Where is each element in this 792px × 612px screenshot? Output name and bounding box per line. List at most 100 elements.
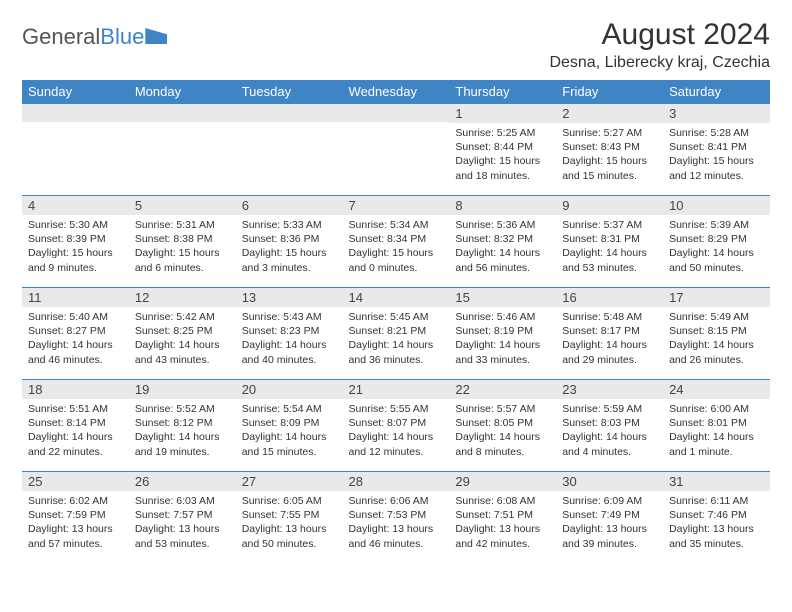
day-data: Sunrise: 5:37 AMSunset: 8:31 PMDaylight:… xyxy=(556,215,663,279)
sunset-line: Sunset: 8:38 PM xyxy=(135,232,230,246)
calendar-day-cell: 31Sunrise: 6:11 AMSunset: 7:46 PMDayligh… xyxy=(663,472,770,564)
daylight-line: Daylight: 15 hours and 12 minutes. xyxy=(669,154,764,182)
sunrise-line: Sunrise: 5:25 AM xyxy=(455,126,550,140)
daylight-line: Daylight: 13 hours and 39 minutes. xyxy=(562,522,657,550)
day-number: 27 xyxy=(236,472,343,491)
sunrise-line: Sunrise: 6:09 AM xyxy=(562,494,657,508)
calendar-day-cell: 21Sunrise: 5:55 AMSunset: 8:07 PMDayligh… xyxy=(343,380,450,472)
sunrise-line: Sunrise: 5:36 AM xyxy=(455,218,550,232)
daylight-line: Daylight: 14 hours and 8 minutes. xyxy=(455,430,550,458)
calendar-day-cell: 17Sunrise: 5:49 AMSunset: 8:15 PMDayligh… xyxy=(663,288,770,380)
sunset-line: Sunset: 7:49 PM xyxy=(562,508,657,522)
day-number: 28 xyxy=(343,472,450,491)
sunset-line: Sunset: 8:14 PM xyxy=(28,416,123,430)
day-number: 29 xyxy=(449,472,556,491)
day-data: Sunrise: 5:49 AMSunset: 8:15 PMDaylight:… xyxy=(663,307,770,371)
day-number: 24 xyxy=(663,380,770,399)
day-header-row: Sunday Monday Tuesday Wednesday Thursday… xyxy=(22,80,770,104)
day-number: 12 xyxy=(129,288,236,307)
day-data: Sunrise: 5:52 AMSunset: 8:12 PMDaylight:… xyxy=(129,399,236,463)
sunrise-line: Sunrise: 5:33 AM xyxy=(242,218,337,232)
daylight-line: Daylight: 14 hours and 26 minutes. xyxy=(669,338,764,366)
daylight-line: Daylight: 14 hours and 50 minutes. xyxy=(669,246,764,274)
calendar-day-cell: 14Sunrise: 5:45 AMSunset: 8:21 PMDayligh… xyxy=(343,288,450,380)
daylight-line: Daylight: 14 hours and 4 minutes. xyxy=(562,430,657,458)
daylight-line: Daylight: 14 hours and 53 minutes. xyxy=(562,246,657,274)
day-data: Sunrise: 5:46 AMSunset: 8:19 PMDaylight:… xyxy=(449,307,556,371)
day-number: 23 xyxy=(556,380,663,399)
day-data: Sunrise: 5:34 AMSunset: 8:34 PMDaylight:… xyxy=(343,215,450,279)
day-data: Sunrise: 5:42 AMSunset: 8:25 PMDaylight:… xyxy=(129,307,236,371)
calendar-day-cell xyxy=(22,104,129,196)
day-number: 30 xyxy=(556,472,663,491)
sunset-line: Sunset: 8:27 PM xyxy=(28,324,123,338)
day-header: Thursday xyxy=(449,80,556,104)
calendar-day-cell xyxy=(236,104,343,196)
sunset-line: Sunset: 8:07 PM xyxy=(349,416,444,430)
logo: GeneralBlue xyxy=(22,18,167,50)
logo-text-blue: Blue xyxy=(100,24,144,50)
day-number: 18 xyxy=(22,380,129,399)
calendar-day-cell: 10Sunrise: 5:39 AMSunset: 8:29 PMDayligh… xyxy=(663,196,770,288)
sunset-line: Sunset: 8:44 PM xyxy=(455,140,550,154)
day-data: Sunrise: 5:40 AMSunset: 8:27 PMDaylight:… xyxy=(22,307,129,371)
sunrise-line: Sunrise: 5:43 AM xyxy=(242,310,337,324)
sunrise-line: Sunrise: 5:59 AM xyxy=(562,402,657,416)
calendar-day-cell: 13Sunrise: 5:43 AMSunset: 8:23 PMDayligh… xyxy=(236,288,343,380)
calendar-day-cell: 20Sunrise: 5:54 AMSunset: 8:09 PMDayligh… xyxy=(236,380,343,472)
day-number: 13 xyxy=(236,288,343,307)
calendar-day-cell: 5Sunrise: 5:31 AMSunset: 8:38 PMDaylight… xyxy=(129,196,236,288)
daylight-line: Daylight: 13 hours and 53 minutes. xyxy=(135,522,230,550)
sunset-line: Sunset: 8:41 PM xyxy=(669,140,764,154)
calendar-day-cell: 8Sunrise: 5:36 AMSunset: 8:32 PMDaylight… xyxy=(449,196,556,288)
calendar-week-row: 18Sunrise: 5:51 AMSunset: 8:14 PMDayligh… xyxy=(22,380,770,472)
day-data: Sunrise: 6:02 AMSunset: 7:59 PMDaylight:… xyxy=(22,491,129,555)
day-data: Sunrise: 6:11 AMSunset: 7:46 PMDaylight:… xyxy=(663,491,770,555)
daylight-line: Daylight: 13 hours and 42 minutes. xyxy=(455,522,550,550)
calendar-day-cell: 27Sunrise: 6:05 AMSunset: 7:55 PMDayligh… xyxy=(236,472,343,564)
day-data: Sunrise: 5:51 AMSunset: 8:14 PMDaylight:… xyxy=(22,399,129,463)
day-number: 17 xyxy=(663,288,770,307)
day-data: Sunrise: 5:59 AMSunset: 8:03 PMDaylight:… xyxy=(556,399,663,463)
calendar-day-cell xyxy=(129,104,236,196)
calendar-week-row: 1Sunrise: 5:25 AMSunset: 8:44 PMDaylight… xyxy=(22,104,770,196)
day-number: 5 xyxy=(129,196,236,215)
sunrise-line: Sunrise: 5:48 AM xyxy=(562,310,657,324)
day-number: 31 xyxy=(663,472,770,491)
day-number: 2 xyxy=(556,104,663,123)
sunset-line: Sunset: 8:25 PM xyxy=(135,324,230,338)
daylight-line: Daylight: 14 hours and 22 minutes. xyxy=(28,430,123,458)
page-title: August 2024 xyxy=(549,18,770,52)
sunset-line: Sunset: 8:19 PM xyxy=(455,324,550,338)
daylight-line: Daylight: 15 hours and 9 minutes. xyxy=(28,246,123,274)
day-data: Sunrise: 5:33 AMSunset: 8:36 PMDaylight:… xyxy=(236,215,343,279)
sunrise-line: Sunrise: 5:27 AM xyxy=(562,126,657,140)
daylight-line: Daylight: 14 hours and 56 minutes. xyxy=(455,246,550,274)
day-number: 9 xyxy=(556,196,663,215)
sunset-line: Sunset: 8:03 PM xyxy=(562,416,657,430)
calendar-day-cell: 18Sunrise: 5:51 AMSunset: 8:14 PMDayligh… xyxy=(22,380,129,472)
daylight-line: Daylight: 14 hours and 40 minutes. xyxy=(242,338,337,366)
header: GeneralBlue August 2024 Desna, Liberecky… xyxy=(22,18,770,72)
calendar-day-cell: 26Sunrise: 6:03 AMSunset: 7:57 PMDayligh… xyxy=(129,472,236,564)
sunrise-line: Sunrise: 5:45 AM xyxy=(349,310,444,324)
daylight-line: Daylight: 14 hours and 33 minutes. xyxy=(455,338,550,366)
sunset-line: Sunset: 8:31 PM xyxy=(562,232,657,246)
sunrise-line: Sunrise: 5:37 AM xyxy=(562,218,657,232)
sunrise-line: Sunrise: 6:02 AM xyxy=(28,494,123,508)
day-number: 15 xyxy=(449,288,556,307)
day-data: Sunrise: 6:09 AMSunset: 7:49 PMDaylight:… xyxy=(556,491,663,555)
daylight-line: Daylight: 14 hours and 1 minute. xyxy=(669,430,764,458)
day-number: 19 xyxy=(129,380,236,399)
sunset-line: Sunset: 8:36 PM xyxy=(242,232,337,246)
sunset-line: Sunset: 7:57 PM xyxy=(135,508,230,522)
sunset-line: Sunset: 8:43 PM xyxy=(562,140,657,154)
sunset-line: Sunset: 7:53 PM xyxy=(349,508,444,522)
day-number: 22 xyxy=(449,380,556,399)
sunrise-line: Sunrise: 5:55 AM xyxy=(349,402,444,416)
calendar-day-cell: 22Sunrise: 5:57 AMSunset: 8:05 PMDayligh… xyxy=(449,380,556,472)
daylight-line: Daylight: 14 hours and 15 minutes. xyxy=(242,430,337,458)
sunset-line: Sunset: 8:09 PM xyxy=(242,416,337,430)
day-number: 20 xyxy=(236,380,343,399)
day-data: Sunrise: 5:25 AMSunset: 8:44 PMDaylight:… xyxy=(449,123,556,187)
